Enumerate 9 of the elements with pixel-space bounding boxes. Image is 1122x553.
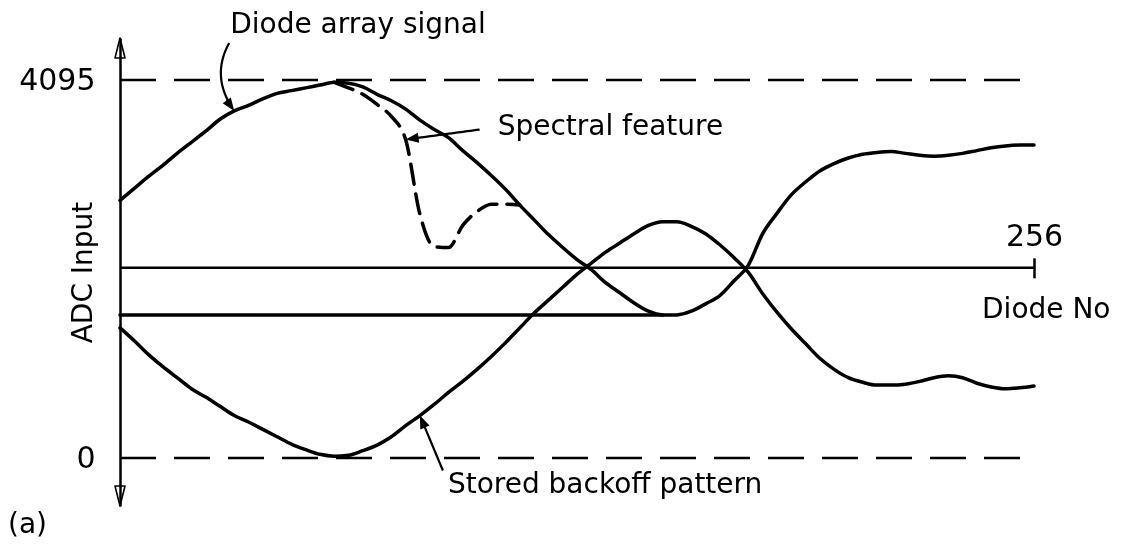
x-axis-title: Diode No — [982, 292, 1111, 326]
y-tick-label: 4095 — [19, 61, 96, 97]
y-tick-label: 0 — [76, 439, 96, 475]
x-tick-label: 256 — [1005, 218, 1064, 254]
text: Diode array signal — [230, 6, 486, 40]
legend-label: Spectral feature — [497, 108, 724, 142]
text: (a) — [8, 507, 48, 540]
y-axis-title: ADC Input — [65, 201, 99, 344]
text: Stored backoff pattern — [447, 466, 763, 500]
